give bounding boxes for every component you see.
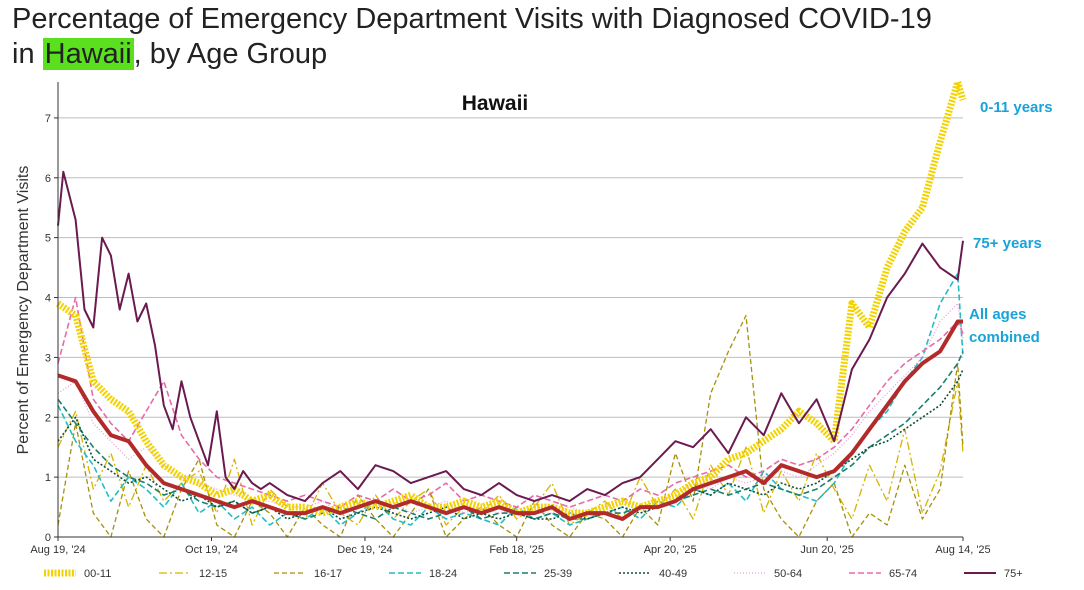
y-tick-label-0: 0 [45, 532, 51, 544]
series-line-18-24 [57, 272, 964, 526]
page-title: Percentage of Emergency Department Visit… [12, 2, 932, 72]
y-tick-label-7: 7 [45, 113, 51, 125]
title-line-1: Percentage of Emergency Department Visit… [12, 3, 932, 35]
annotation-75-plus-years: 75+ years [973, 235, 1042, 252]
series-line-all-ages [57, 319, 963, 521]
y-tick-label-3: 3 [45, 352, 51, 364]
x-tick-label-apr-20-25: Apr 20, '25 [644, 544, 697, 556]
x-tick-label-aug-14-25: Aug 14, '25 [935, 544, 990, 556]
y-tick-label-5: 5 [45, 233, 51, 245]
legend-label-50-64: 50-64 [774, 568, 802, 580]
title-suffix: , by Age Group [133, 38, 328, 70]
annotation-all-ages-line-2: combined [969, 329, 1040, 346]
series-line-65-74 [57, 296, 964, 508]
legend-label-16-17: 16-17 [314, 568, 342, 580]
chart-title: Hawaii [462, 92, 529, 115]
title-prefix: in [12, 38, 43, 70]
legend-label-75: 75+ [1004, 568, 1023, 580]
y-tick-label-1: 1 [45, 472, 51, 484]
x-tick-label-aug-19-24: Aug 19, '24 [30, 544, 85, 556]
legend-label-25-39: 25-39 [544, 568, 572, 580]
y-tick-label-2: 2 [45, 412, 51, 424]
y-tick-label-6: 6 [45, 173, 51, 185]
legend-label-12-15: 12-15 [199, 568, 227, 580]
y-axis-label: Percent of Emergency Department Visits [15, 166, 32, 455]
legend-label-18-24: 18-24 [429, 568, 457, 580]
series-lines [56, 78, 967, 538]
series-line-12-15 [57, 380, 964, 526]
state-highlight: Hawaii [42, 38, 134, 70]
legend-label-40-49: 40-49 [659, 568, 687, 580]
title-line-2: in Hawaii, by Age Group [12, 37, 932, 72]
x-axis-ticks: Aug 19, '24 Oct 19, '24 Dec 19, '24 Feb 18,… [30, 537, 991, 556]
annotation-0-11-years: 0-11 years [980, 99, 1053, 116]
x-tick-label-jun-20-25: Jun 20, '25 [800, 544, 853, 556]
x-tick-label-oct-19-24: Oct 19, '24 [185, 544, 238, 556]
legend: 00-11 12-15 16-17 18-24 25-39 40-49 50-64 65-74… [44, 568, 1023, 580]
x-tick-label-feb-18-25: Feb 18, '25 [489, 544, 544, 556]
series-line-40-49 [57, 369, 964, 520]
annotation-all-ages-combined: All ages combined [969, 306, 1040, 346]
legend-label-00-11: 00-11 [84, 568, 111, 580]
legend-label-65-74: 65-74 [889, 568, 917, 580]
series-line-25-39 [57, 351, 964, 520]
y-tick-label-4: 4 [45, 293, 51, 305]
series-line-75 [57, 170, 964, 503]
y-axis-ticks: 0 1 2 3 4 5 6 7 [45, 113, 58, 544]
annotation-all-ages-line-1: All ages [969, 306, 1027, 323]
x-tick-label-dec-19-24: Dec 19, '24 [337, 544, 392, 556]
